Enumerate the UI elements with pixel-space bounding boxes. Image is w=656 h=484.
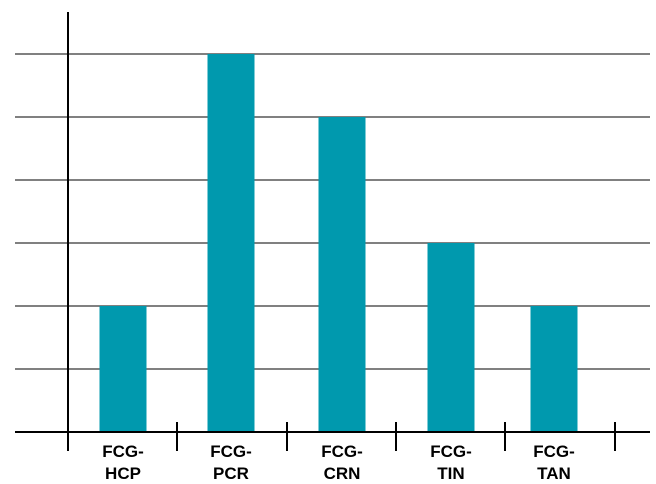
x-tick-label: FCG-: [102, 442, 144, 461]
bar: [530, 306, 578, 432]
axes: [15, 12, 650, 451]
x-tick-label: FCG-: [430, 442, 472, 461]
x-tick-label: HCP: [105, 464, 141, 483]
tick-labels: FCG- HCP FCG- PCR FCG- CRN FCG- TIN FCG- TAN: [102, 442, 575, 483]
x-tick-label: CRN: [324, 464, 361, 483]
x-tick-label: FCG-: [533, 442, 575, 461]
x-tick-label: PCR: [213, 464, 249, 483]
x-tick-label: TIN: [437, 464, 464, 483]
x-tick-label: FCG-: [321, 442, 363, 461]
x-tick-label: FCG-: [210, 442, 252, 461]
bar: [318, 117, 366, 432]
x-tick-label: TAN: [537, 464, 571, 483]
bar: [427, 243, 475, 432]
bar: [99, 306, 147, 432]
bar: [207, 54, 255, 432]
bars: [99, 54, 578, 432]
